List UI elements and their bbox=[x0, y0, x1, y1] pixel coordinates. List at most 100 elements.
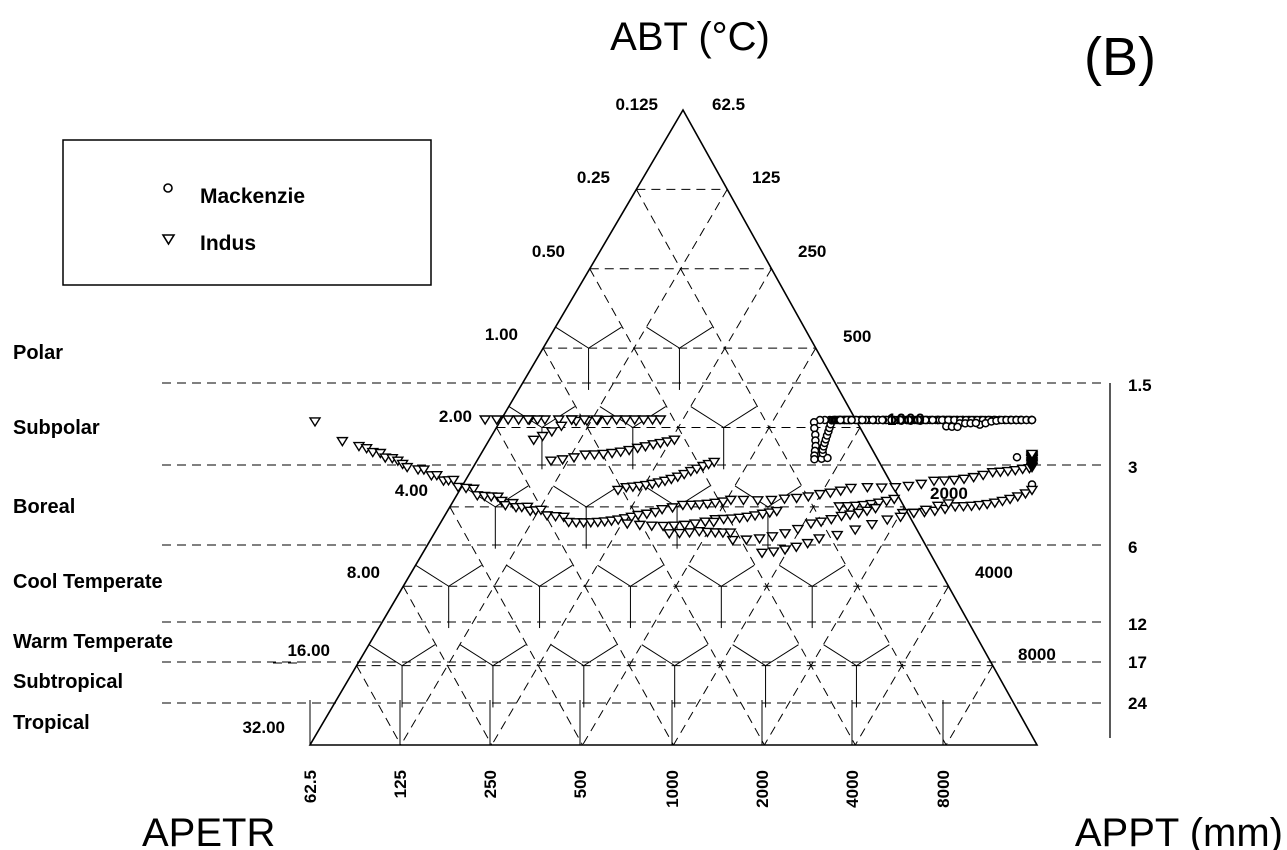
indus-point bbox=[512, 415, 525, 426]
indus-point bbox=[802, 492, 815, 503]
grid-line-ppt bbox=[945, 665, 994, 746]
indus-point bbox=[671, 472, 684, 483]
indus-point bbox=[708, 528, 722, 539]
indus-point bbox=[778, 545, 792, 556]
mackenzie-point bbox=[877, 415, 887, 425]
indus-point bbox=[628, 415, 642, 426]
bottom-tick-label: 250 bbox=[481, 770, 500, 798]
tick-labels: 0.125 0.25 0.50 1.00 2.00 4.00 8.00 16.00 32.00 6… bbox=[242, 95, 1055, 808]
panel-label: (B) bbox=[1084, 27, 1156, 87]
indus-point bbox=[555, 421, 568, 432]
indus-point bbox=[549, 512, 562, 523]
indus-point bbox=[725, 514, 738, 525]
mackenzie-point bbox=[868, 415, 877, 425]
hexagon-spoke bbox=[368, 644, 403, 667]
indus-point bbox=[701, 527, 714, 538]
ppt-tick-label: 62.5 bbox=[712, 95, 745, 114]
hexagon-spoke bbox=[448, 564, 482, 587]
hexagon-spoke bbox=[679, 326, 713, 349]
indus-point bbox=[637, 415, 650, 426]
bottom-tick-label: 125 bbox=[391, 770, 410, 798]
indus-point bbox=[527, 435, 540, 446]
indus-point bbox=[709, 498, 722, 509]
indus-point bbox=[791, 524, 805, 535]
indus-point bbox=[618, 514, 632, 525]
indus-point bbox=[451, 482, 465, 493]
indus-point bbox=[778, 494, 791, 505]
indus-point bbox=[544, 456, 558, 467]
hexagon-spoke bbox=[723, 406, 757, 428]
ppt-tick-label: 8000 bbox=[1018, 645, 1056, 664]
indus-point bbox=[889, 482, 902, 493]
indus-point bbox=[622, 445, 636, 456]
indus-point bbox=[521, 415, 535, 426]
indus-point bbox=[707, 457, 721, 468]
grid-line-petr bbox=[635, 189, 947, 746]
indus-point bbox=[1025, 449, 1039, 460]
indus-point bbox=[640, 509, 654, 520]
temperature-band-lines bbox=[162, 382, 1105, 704]
bottom-tick-label: 8000 bbox=[934, 770, 953, 808]
indus-point bbox=[841, 502, 854, 513]
hexagon-spoke bbox=[779, 564, 813, 587]
legend-marker-indus bbox=[161, 234, 176, 246]
hexagon-spoke bbox=[401, 644, 436, 667]
grid-line-ppt bbox=[400, 189, 728, 746]
indus-point bbox=[980, 499, 994, 510]
indus-point bbox=[804, 519, 818, 530]
indus-point bbox=[814, 517, 828, 528]
indus-point bbox=[938, 476, 951, 487]
indus-point bbox=[658, 476, 672, 487]
indus-point bbox=[994, 467, 1007, 478]
petr-tick-label: 8.00 bbox=[347, 563, 380, 582]
indus-point bbox=[654, 438, 667, 449]
hexagon-spoke bbox=[506, 564, 540, 587]
indus-point bbox=[652, 478, 665, 489]
hexagon-spoke bbox=[721, 564, 755, 587]
indus-point bbox=[556, 455, 569, 466]
indus-point bbox=[737, 495, 750, 506]
indus-point bbox=[685, 500, 698, 511]
indus-point bbox=[813, 489, 827, 500]
indus-point bbox=[400, 462, 414, 473]
triangle-outline bbox=[308, 108, 1039, 746]
indus-point bbox=[724, 528, 737, 539]
indus-point bbox=[741, 512, 754, 523]
legend-box bbox=[62, 139, 432, 286]
indus-point bbox=[1011, 492, 1025, 503]
ppt-tick-label: 125 bbox=[752, 168, 780, 187]
indus-point bbox=[625, 512, 638, 523]
hexagon-spoke bbox=[641, 644, 675, 667]
indus-point bbox=[1001, 466, 1015, 477]
indus-point bbox=[848, 525, 862, 536]
indus-point bbox=[584, 518, 598, 529]
indus-point bbox=[610, 415, 623, 426]
hexagon-spoke bbox=[630, 564, 664, 587]
indus-point bbox=[621, 519, 634, 530]
indus-point bbox=[590, 415, 603, 426]
hexagon-spoke bbox=[550, 644, 585, 667]
indus-point bbox=[857, 500, 870, 511]
hexagon-spoke bbox=[555, 326, 589, 349]
indus-point bbox=[872, 498, 886, 509]
indus-point bbox=[578, 415, 591, 426]
temp-tick-17: 17 bbox=[1128, 653, 1147, 672]
indus-point bbox=[639, 442, 652, 453]
indus-point bbox=[678, 520, 691, 531]
indus-point bbox=[957, 474, 971, 485]
petr-tick-label: 0.125 bbox=[615, 95, 658, 114]
indus-point bbox=[677, 469, 691, 480]
hexagon-spoke bbox=[811, 564, 846, 587]
indus-point bbox=[649, 507, 662, 518]
indus-point bbox=[579, 450, 592, 461]
mackenzie-point bbox=[847, 415, 856, 425]
hexagon-spoke bbox=[856, 644, 890, 667]
indus-point bbox=[577, 518, 590, 529]
indus-point bbox=[766, 532, 779, 543]
hexagon-spoke bbox=[690, 406, 724, 428]
indus-point bbox=[927, 476, 941, 487]
indus-point bbox=[611, 485, 625, 496]
petr-tick-label: 0.25 bbox=[577, 168, 610, 187]
indus-point bbox=[430, 470, 444, 482]
indus-point bbox=[1019, 489, 1032, 500]
